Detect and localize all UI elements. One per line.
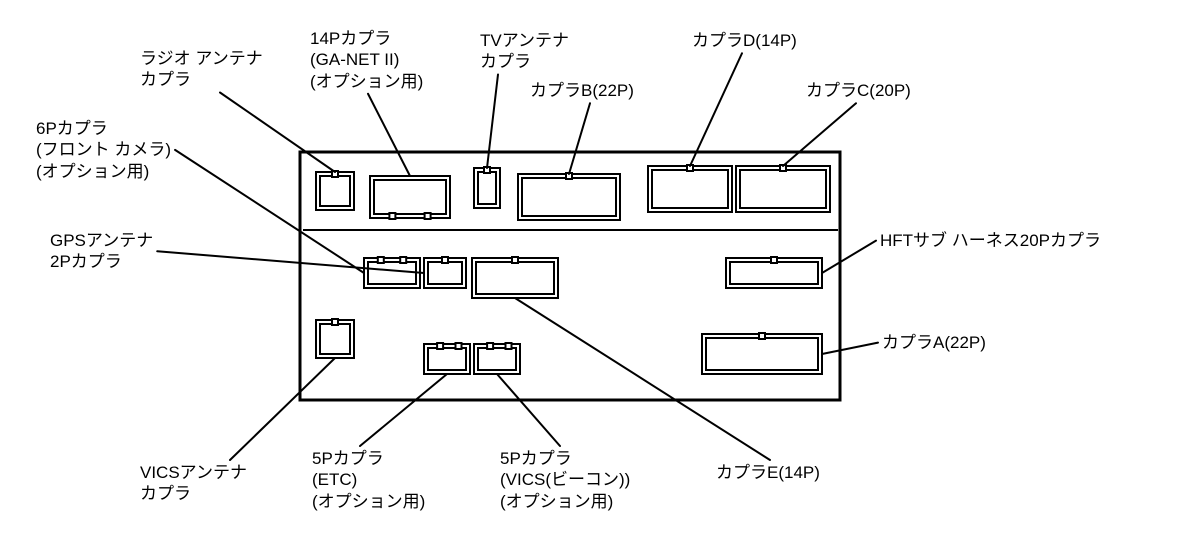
label-line: 6Pカプラ	[36, 119, 108, 138]
label-line: (ETC)	[312, 470, 357, 489]
label-hft_lbl: HFTサブ ハーネス20Pカプラ	[880, 230, 1101, 251]
label-radio_antenna_lbl: ラジオ アンテナカプラ	[140, 48, 263, 91]
label-line: 5Pカプラ	[312, 449, 384, 468]
label-gps_antenna_lbl: GPSアンテナ 2Pカプラ	[50, 230, 153, 273]
label-coupler_b_lbl: カプラB(22P)	[530, 80, 634, 101]
label-line: (オプション用)	[310, 72, 423, 91]
label-line: カプラA(22P)	[882, 333, 986, 352]
label-line: カプラ	[140, 484, 191, 503]
label-line: (オプション用)	[36, 162, 149, 181]
label-coupler_d_lbl: カプラD(14P)	[692, 30, 797, 51]
label-line: カプラC(20P)	[806, 81, 911, 100]
label-line: VICSアンテナ	[140, 463, 247, 482]
label-tv_antenna_lbl: TVアンテナカプラ	[480, 30, 569, 73]
label-line: 14Pカプラ	[310, 29, 391, 48]
label-14p_ganet_lbl: 14Pカプラ (GA-NET II) (オプション用)	[310, 28, 423, 92]
label-vics_antenna_lbl: VICSアンテナカプラ	[140, 462, 247, 505]
label-line: GPSアンテナ	[50, 231, 153, 250]
label-line: カプラ	[480, 52, 531, 71]
label-line: (フロント カメラ)	[36, 140, 171, 159]
label-6p_front_cam_lbl: 6Pカプラ (フロント カメラ) (オプション用)	[36, 118, 171, 182]
label-5p_etc_lbl: 5Pカプラ (ETC) (オプション用)	[312, 448, 425, 512]
label-line: カプラD(14P)	[692, 31, 797, 50]
label-line: (オプション用)	[500, 492, 613, 511]
label-line: (VICS(ビーコン))	[500, 470, 630, 489]
label-line: カプラB(22P)	[530, 81, 634, 100]
label-line: 5Pカプラ	[500, 449, 572, 468]
label-line: 2Pカプラ	[50, 252, 122, 271]
label-line: (GA-NET II)	[310, 50, 399, 69]
label-coupler_a_lbl: カプラA(22P)	[882, 332, 986, 353]
label-5p_vics_lbl: 5Pカプラ (VICS(ビーコン)) (オプション用)	[500, 448, 630, 512]
label-line: カプラE(14P)	[716, 463, 820, 482]
label-coupler_e_lbl: カプラE(14P)	[716, 462, 820, 483]
label-line: カプラ	[140, 70, 191, 89]
diagram-stage: ラジオ アンテナカプラ14Pカプラ(GA-NET II)(オプション用)TVアン…	[0, 0, 1200, 540]
label-line: (オプション用)	[312, 492, 425, 511]
label-line: HFTサブ ハーネス20Pカプラ	[880, 231, 1101, 250]
label-line: ラジオ アンテナ	[140, 49, 263, 68]
label-coupler_c_lbl: カプラC(20P)	[806, 80, 911, 101]
label-line: TVアンテナ	[480, 31, 569, 50]
